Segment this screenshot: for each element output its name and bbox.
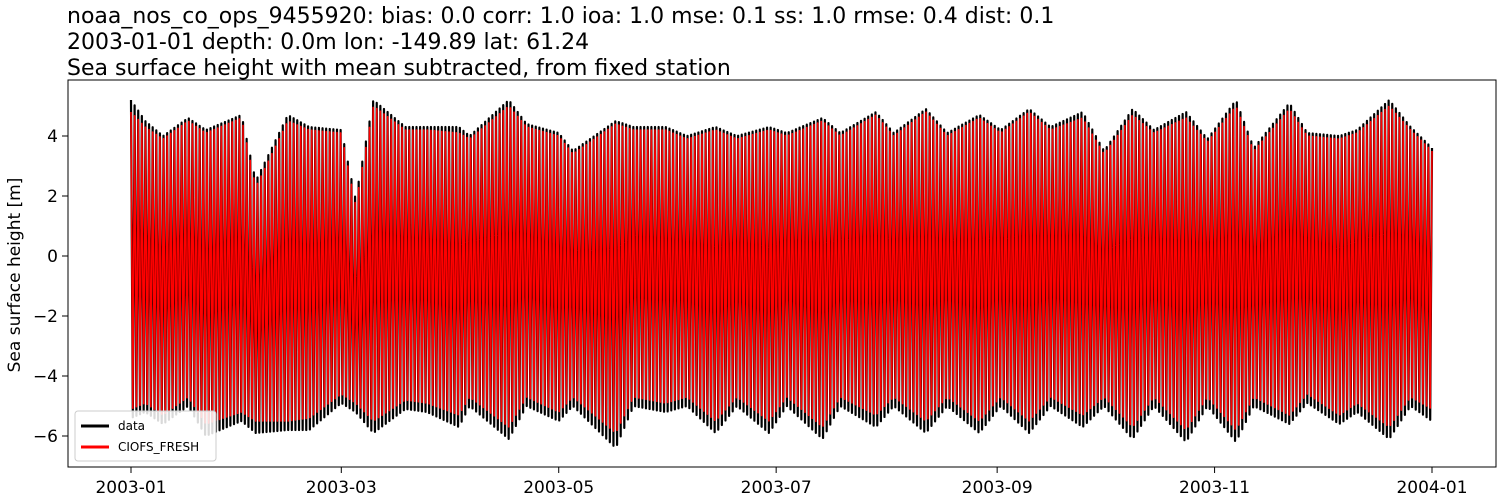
series-line-ciofs-fresh <box>130 105 1433 432</box>
x-tick-label: 2003-01 <box>95 478 166 498</box>
chart-title-line-1: noaa_nos_co_ops_9455920: bias: 0.0 corr:… <box>67 4 1054 29</box>
x-tick-label: 2004-01 <box>1396 478 1467 498</box>
y-tick-label: −6 <box>33 427 58 447</box>
x-tick-label: 2003-09 <box>962 478 1033 498</box>
legend: data CIOFS_FRESH <box>74 410 217 462</box>
x-tick-label: 2003-03 <box>306 478 377 498</box>
x-tick-label: 2003-11 <box>1179 478 1250 498</box>
y-tick-label: 0 <box>47 247 58 267</box>
y-tick-label: −2 <box>33 307 58 327</box>
legend-label-ciofs-fresh: CIOFS_FRESH <box>118 440 199 454</box>
x-tick-label: 2003-07 <box>741 478 812 498</box>
y-axis: −6 −4 −2 0 2 4 <box>33 127 68 447</box>
x-axis: 2003-01 2003-03 2003-05 2003-07 2003-09 2003-… <box>95 467 1468 498</box>
series-layer <box>129 99 1434 447</box>
legend-label-data: data <box>118 419 145 433</box>
x-tick-label: 2003-05 <box>523 478 594 498</box>
chart-title-line-3: Sea surface height with mean subtracted,… <box>67 56 731 81</box>
plot-area <box>67 79 1497 468</box>
y-tick-label: 2 <box>47 187 58 207</box>
plot-frame <box>67 79 1497 468</box>
series-line-data <box>129 99 1434 447</box>
chart-title-line-2: 2003-01-01 depth: 0.0m lon: -149.89 lat:… <box>67 30 589 55</box>
legend-box <box>74 410 217 462</box>
y-tick-label: −4 <box>33 367 58 387</box>
y-tick-label: 4 <box>47 127 58 147</box>
y-axis-label: Sea surface height [m] <box>5 178 25 373</box>
